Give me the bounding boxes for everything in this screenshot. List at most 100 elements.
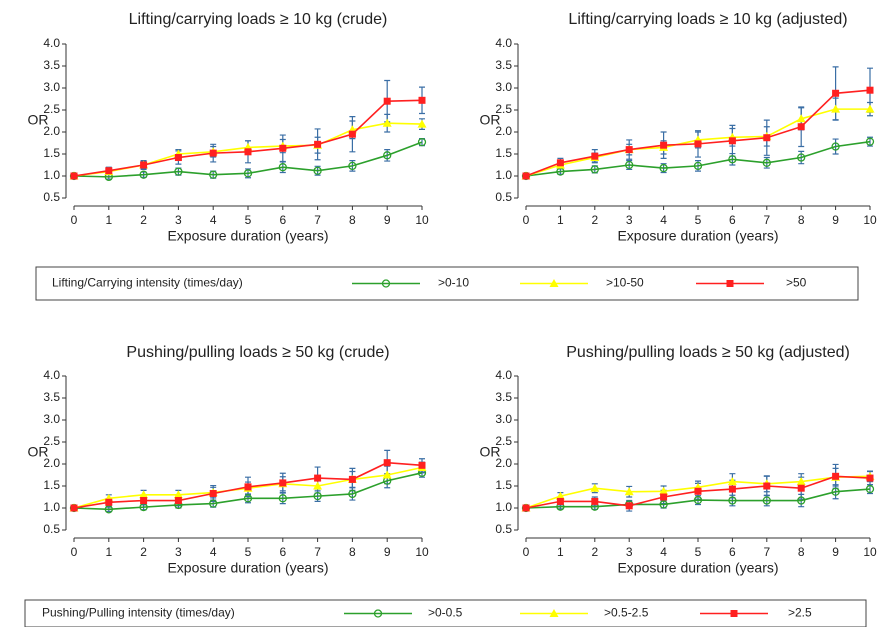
y-tick-label: 1.5	[495, 146, 512, 160]
y-tick-label: 2.5	[43, 102, 60, 116]
chart-title: Pushing/pulling loads ≥ 50 kg (crude)	[126, 344, 389, 361]
x-tick-label: 1	[105, 213, 112, 227]
marker	[139, 170, 148, 179]
y-tick-label: 2.0	[495, 456, 512, 470]
y-tick-label: 1.0	[43, 500, 60, 514]
marker	[865, 484, 875, 494]
x-tick-label: 8	[349, 545, 356, 559]
x-tick-label: 7	[763, 545, 770, 559]
marker	[865, 104, 875, 113]
marker	[831, 487, 840, 496]
y-tick-label: 2.5	[43, 434, 60, 448]
y-tick-label: 1.0	[43, 168, 60, 182]
marker	[624, 487, 634, 496]
marker	[556, 497, 564, 505]
marker	[797, 153, 806, 162]
legend-box	[24, 599, 867, 627]
series-line	[73, 141, 423, 178]
marker	[314, 474, 322, 482]
marker	[105, 498, 113, 506]
x-tick-label: 0	[71, 213, 78, 227]
legend-marker	[726, 280, 734, 287]
y-axis-label: OR	[28, 112, 49, 128]
legend-marker	[373, 609, 383, 618]
x-tick-label: 4	[210, 545, 217, 559]
marker	[70, 172, 78, 180]
y-tick-label: 1.5	[43, 478, 60, 492]
x-tick-label: 3	[626, 545, 633, 559]
x-tick-label: 1	[105, 545, 112, 559]
x-tick-label: 6	[729, 213, 736, 227]
marker	[313, 481, 323, 490]
x-tick-label: 5	[695, 213, 702, 227]
marker	[659, 163, 668, 173]
marker	[866, 474, 874, 482]
legend-marker	[549, 279, 559, 287]
legend-marker	[730, 610, 738, 617]
y-tick-label: 1.0	[495, 500, 512, 514]
marker	[244, 483, 252, 491]
x-tick-label: 5	[245, 545, 252, 559]
x-tick-label: 7	[314, 213, 321, 227]
marker	[348, 475, 356, 483]
marker	[762, 158, 771, 167]
x-tick-label: 10	[415, 213, 429, 227]
marker	[244, 148, 252, 156]
x-tick-label: 2	[140, 545, 147, 559]
marker	[728, 137, 736, 145]
marker	[382, 118, 392, 127]
legend-label: >0-10	[438, 276, 469, 290]
legend-marker	[381, 279, 391, 288]
marker	[104, 505, 113, 514]
marker	[522, 172, 530, 180]
x-tick-label: 5	[695, 545, 702, 559]
marker	[625, 146, 633, 154]
marker	[694, 140, 702, 148]
marker	[105, 167, 113, 175]
marker	[866, 86, 874, 94]
marker	[348, 130, 356, 138]
y-tick-label: 4.0	[495, 36, 512, 50]
marker	[173, 490, 183, 499]
x-axis-label: Exposure duration (years)	[167, 560, 328, 576]
series-line	[525, 488, 871, 509]
marker	[140, 161, 148, 169]
marker	[728, 155, 737, 164]
chart-title: Lifting/carrying loads ≥ 10 kg (crude)	[129, 11, 388, 28]
x-tick-label: 3	[175, 213, 182, 227]
x-tick-label: 5	[245, 213, 252, 227]
legend-label: >2.5	[788, 606, 812, 620]
y-tick-label: 0.5	[43, 190, 60, 204]
marker	[727, 477, 737, 486]
marker	[209, 149, 217, 157]
marker	[382, 470, 392, 479]
marker	[174, 167, 183, 176]
y-tick-label: 3.0	[495, 80, 512, 94]
x-tick-label: 0	[71, 545, 78, 559]
x-tick-label: 7	[763, 213, 770, 227]
y-tick-label: 4.0	[495, 368, 512, 382]
marker	[590, 483, 600, 492]
y-tick-label: 1.5	[495, 478, 512, 492]
marker	[418, 461, 426, 469]
marker	[174, 497, 182, 505]
x-tick-label: 7	[314, 545, 321, 559]
legend-label: >0-0.5	[428, 606, 463, 620]
marker	[728, 485, 736, 493]
x-tick-label: 1	[557, 545, 564, 559]
x-tick-label: 6	[279, 545, 286, 559]
legend-label: >0.5-2.5	[604, 606, 649, 620]
marker	[797, 496, 806, 505]
marker	[796, 114, 806, 123]
marker	[313, 491, 322, 501]
marker	[417, 119, 427, 128]
marker	[383, 97, 391, 105]
marker	[832, 472, 840, 480]
chart-title: Lifting/carrying loads ≥ 10 kg (adjusted…	[568, 11, 847, 28]
marker	[763, 482, 771, 490]
x-tick-label: 2	[591, 545, 598, 559]
legend-title: Lifting/Carrying intensity (times/day)	[52, 276, 243, 290]
y-tick-label: 0.5	[495, 190, 512, 204]
series-line	[525, 140, 871, 177]
x-tick-label: 6	[729, 545, 736, 559]
